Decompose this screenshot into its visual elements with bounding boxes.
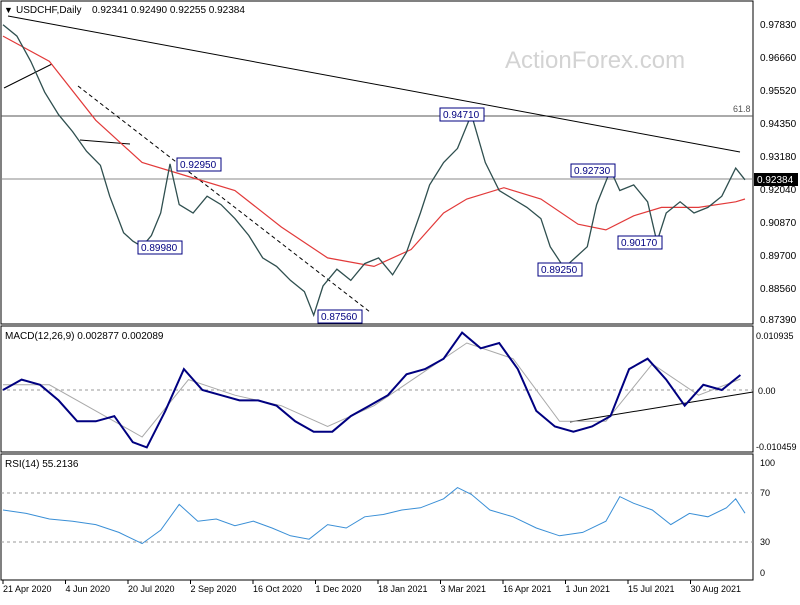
svg-text:0.94710: 0.94710 bbox=[443, 110, 480, 121]
macd-tick: 0.00 bbox=[758, 386, 776, 396]
price-pane bbox=[0, 0, 754, 325]
macd-tick: 0.010935 bbox=[756, 331, 794, 341]
x-tick-label: 3 Mar 2021 bbox=[441, 584, 487, 594]
x-tick-label: 20 Jul 2020 bbox=[128, 584, 175, 594]
x-tick-label: 2 Sep 2020 bbox=[191, 584, 237, 594]
dropdown-arrow-icon[interactable]: ▼ bbox=[4, 5, 13, 15]
macd-tick: -0.010459 bbox=[756, 442, 797, 452]
macd-label: MACD(12,26,9) 0.002877 0.002089 bbox=[5, 331, 164, 342]
rsi-tick: 100 bbox=[760, 458, 775, 468]
level-label-092730: 0.92730 bbox=[570, 163, 616, 178]
level-label-092950: 0.92950 bbox=[176, 157, 222, 172]
svg-text:0.89250: 0.89250 bbox=[541, 265, 578, 276]
level-label-089980: 0.89980 bbox=[137, 240, 183, 255]
svg-text:0.87560: 0.87560 bbox=[321, 312, 358, 323]
watermark: ActionForex.com bbox=[505, 47, 685, 74]
price-series-line bbox=[2, 24, 746, 318]
x-tick-label: 1 Dec 2020 bbox=[316, 584, 362, 594]
dashed-trendline bbox=[77, 85, 371, 313]
svg-text:0.92950: 0.92950 bbox=[180, 160, 217, 171]
x-tick-label: 15 Jul 2021 bbox=[628, 584, 675, 594]
x-tick-label: 18 Jan 2021 bbox=[378, 584, 428, 594]
price-tick: 0.93180 bbox=[760, 152, 797, 163]
channel-line bbox=[3, 63, 53, 89]
x-tick-label: 21 Apr 2020 bbox=[3, 584, 52, 594]
symbol-label: USDCHF,Daily bbox=[16, 5, 82, 16]
price-tick: 0.92040 bbox=[760, 185, 797, 196]
rsi-tick: 30 bbox=[760, 537, 770, 547]
x-tick-label: 1 Jun 2021 bbox=[566, 584, 611, 594]
current-price-label: 0.92384 bbox=[757, 175, 794, 186]
rsi-pane bbox=[0, 453, 754, 581]
current-price-tag bbox=[754, 173, 798, 186]
x-tick-label: 16 Oct 2020 bbox=[253, 584, 302, 594]
macd-signal-line bbox=[3, 342, 741, 438]
price-tick: 0.89700 bbox=[760, 251, 797, 262]
price-tick: 0.95520 bbox=[760, 86, 797, 97]
svg-text:0.90170: 0.90170 bbox=[621, 238, 658, 249]
falling-trendline bbox=[7, 15, 741, 153]
ohlc-readout: 0.92341 0.92490 0.92255 0.92384 bbox=[92, 5, 245, 16]
x-tick-label: 16 Apr 2021 bbox=[503, 584, 552, 594]
macd-pane bbox=[0, 325, 754, 453]
svg-text:0.89980: 0.89980 bbox=[141, 243, 178, 254]
macd-line bbox=[2, 331, 742, 449]
price-tick: 0.94350 bbox=[760, 119, 797, 130]
level-label-087560: 0.87560 bbox=[317, 309, 363, 324]
x-tick-label: 4 Jun 2020 bbox=[66, 584, 111, 594]
moving-average-line bbox=[2, 35, 746, 268]
price-tick: 0.96660 bbox=[760, 53, 797, 64]
price-tick: 0.88560 bbox=[760, 284, 797, 295]
level-label-090170: 0.90170 bbox=[617, 235, 663, 250]
price-tick: 0.90870 bbox=[760, 218, 797, 229]
x-tick-label: 30 Aug 2021 bbox=[691, 584, 742, 594]
level-label-089250: 0.89250 bbox=[537, 262, 583, 277]
price-tick: 0.87390 bbox=[760, 315, 797, 326]
rsi-tick: 70 bbox=[760, 488, 770, 498]
svg-text:0.92730: 0.92730 bbox=[574, 166, 611, 177]
macd-trendline bbox=[569, 391, 754, 423]
rsi-tick: 0 bbox=[760, 568, 765, 578]
fib-618-label: 61.8 bbox=[733, 104, 751, 114]
rsi-line bbox=[2, 487, 746, 545]
level-label-094710: 0.94710 bbox=[439, 107, 485, 122]
x-axis: 21 Apr 2020 4 Jun 2020 20 Jul 2020 2 Sep 20… bbox=[2, 580, 742, 594]
price-tick: 0.97830 bbox=[760, 20, 797, 31]
rsi-label: RSI(14) 55.2136 bbox=[5, 459, 79, 470]
